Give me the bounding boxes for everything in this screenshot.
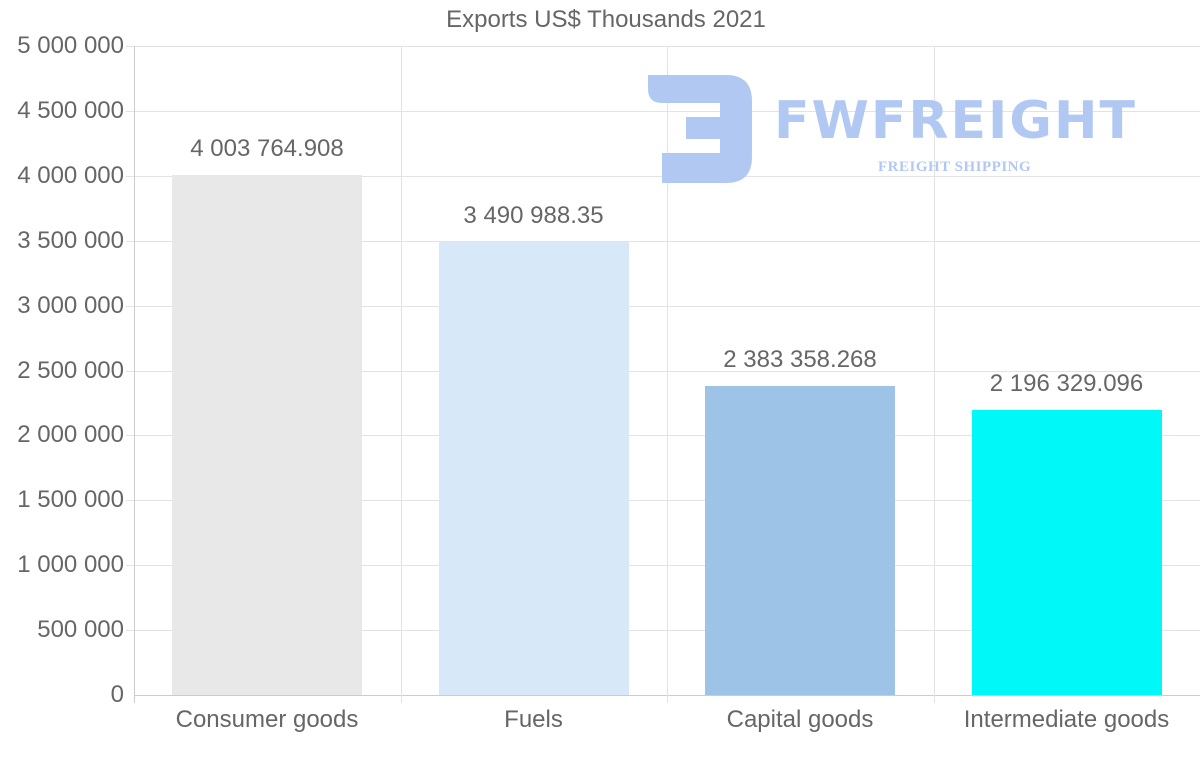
gridline-horizontal (126, 435, 1200, 437)
gridline-vertical (134, 46, 135, 703)
gridline-horizontal (126, 565, 1200, 567)
plot-area: 4 003 764.908 3 490 988.35 2 383 358.268 2 … (126, 46, 1200, 703)
bar-value-label: 3 490 988.35 (463, 201, 604, 229)
y-tick-label: 5 000 000 (17, 32, 124, 59)
x-tick-label: Intermediate goods (963, 706, 1170, 733)
gridline-horizontal (126, 630, 1200, 632)
x-tick-label: Capital goods (726, 706, 874, 733)
y-tick-label: 2 000 000 (17, 421, 124, 449)
gridline-horizontal (126, 500, 1200, 502)
gridline-horizontal (126, 240, 1200, 242)
x-tick-label: Consumer goods (175, 706, 359, 733)
y-tick-label: 4 500 000 (17, 96, 124, 124)
gridline-horizontal (126, 305, 1200, 307)
gridline-horizontal (126, 46, 1200, 47)
bar-fuels[interactable] (438, 241, 629, 695)
y-tick-label: 4 000 000 (17, 161, 124, 189)
gridline-horizontal (126, 110, 1200, 112)
bar-value-label: 4 003 764.908 (190, 135, 344, 163)
gridline-vertical (400, 46, 402, 703)
y-tick-label: 3 500 000 (17, 226, 124, 254)
bar-intermediate-goods[interactable] (971, 409, 1162, 695)
y-tick-label: 0 (110, 681, 124, 708)
y-tick-label: 500 000 (37, 616, 124, 644)
x-tick-label: Fuels (504, 706, 563, 733)
y-tick-label: 3 000 000 (17, 291, 124, 319)
bar-value-label: 2 196 329.096 (989, 369, 1144, 397)
gridline-vertical (933, 46, 935, 703)
bar-consumer-goods[interactable] (172, 175, 363, 695)
gridline-horizontal (126, 370, 1200, 372)
y-tick-label: 1 000 000 (17, 551, 124, 579)
chart-title: Exports US$ Thousands 2021 (446, 6, 766, 33)
gridline-vertical (667, 46, 668, 703)
bar-value-label: 2 383 358.268 (723, 345, 877, 373)
y-tick-label: 2 500 000 (17, 356, 124, 384)
y-tick-label: 1 500 000 (17, 486, 124, 514)
bar-capital-goods[interactable] (705, 385, 896, 695)
